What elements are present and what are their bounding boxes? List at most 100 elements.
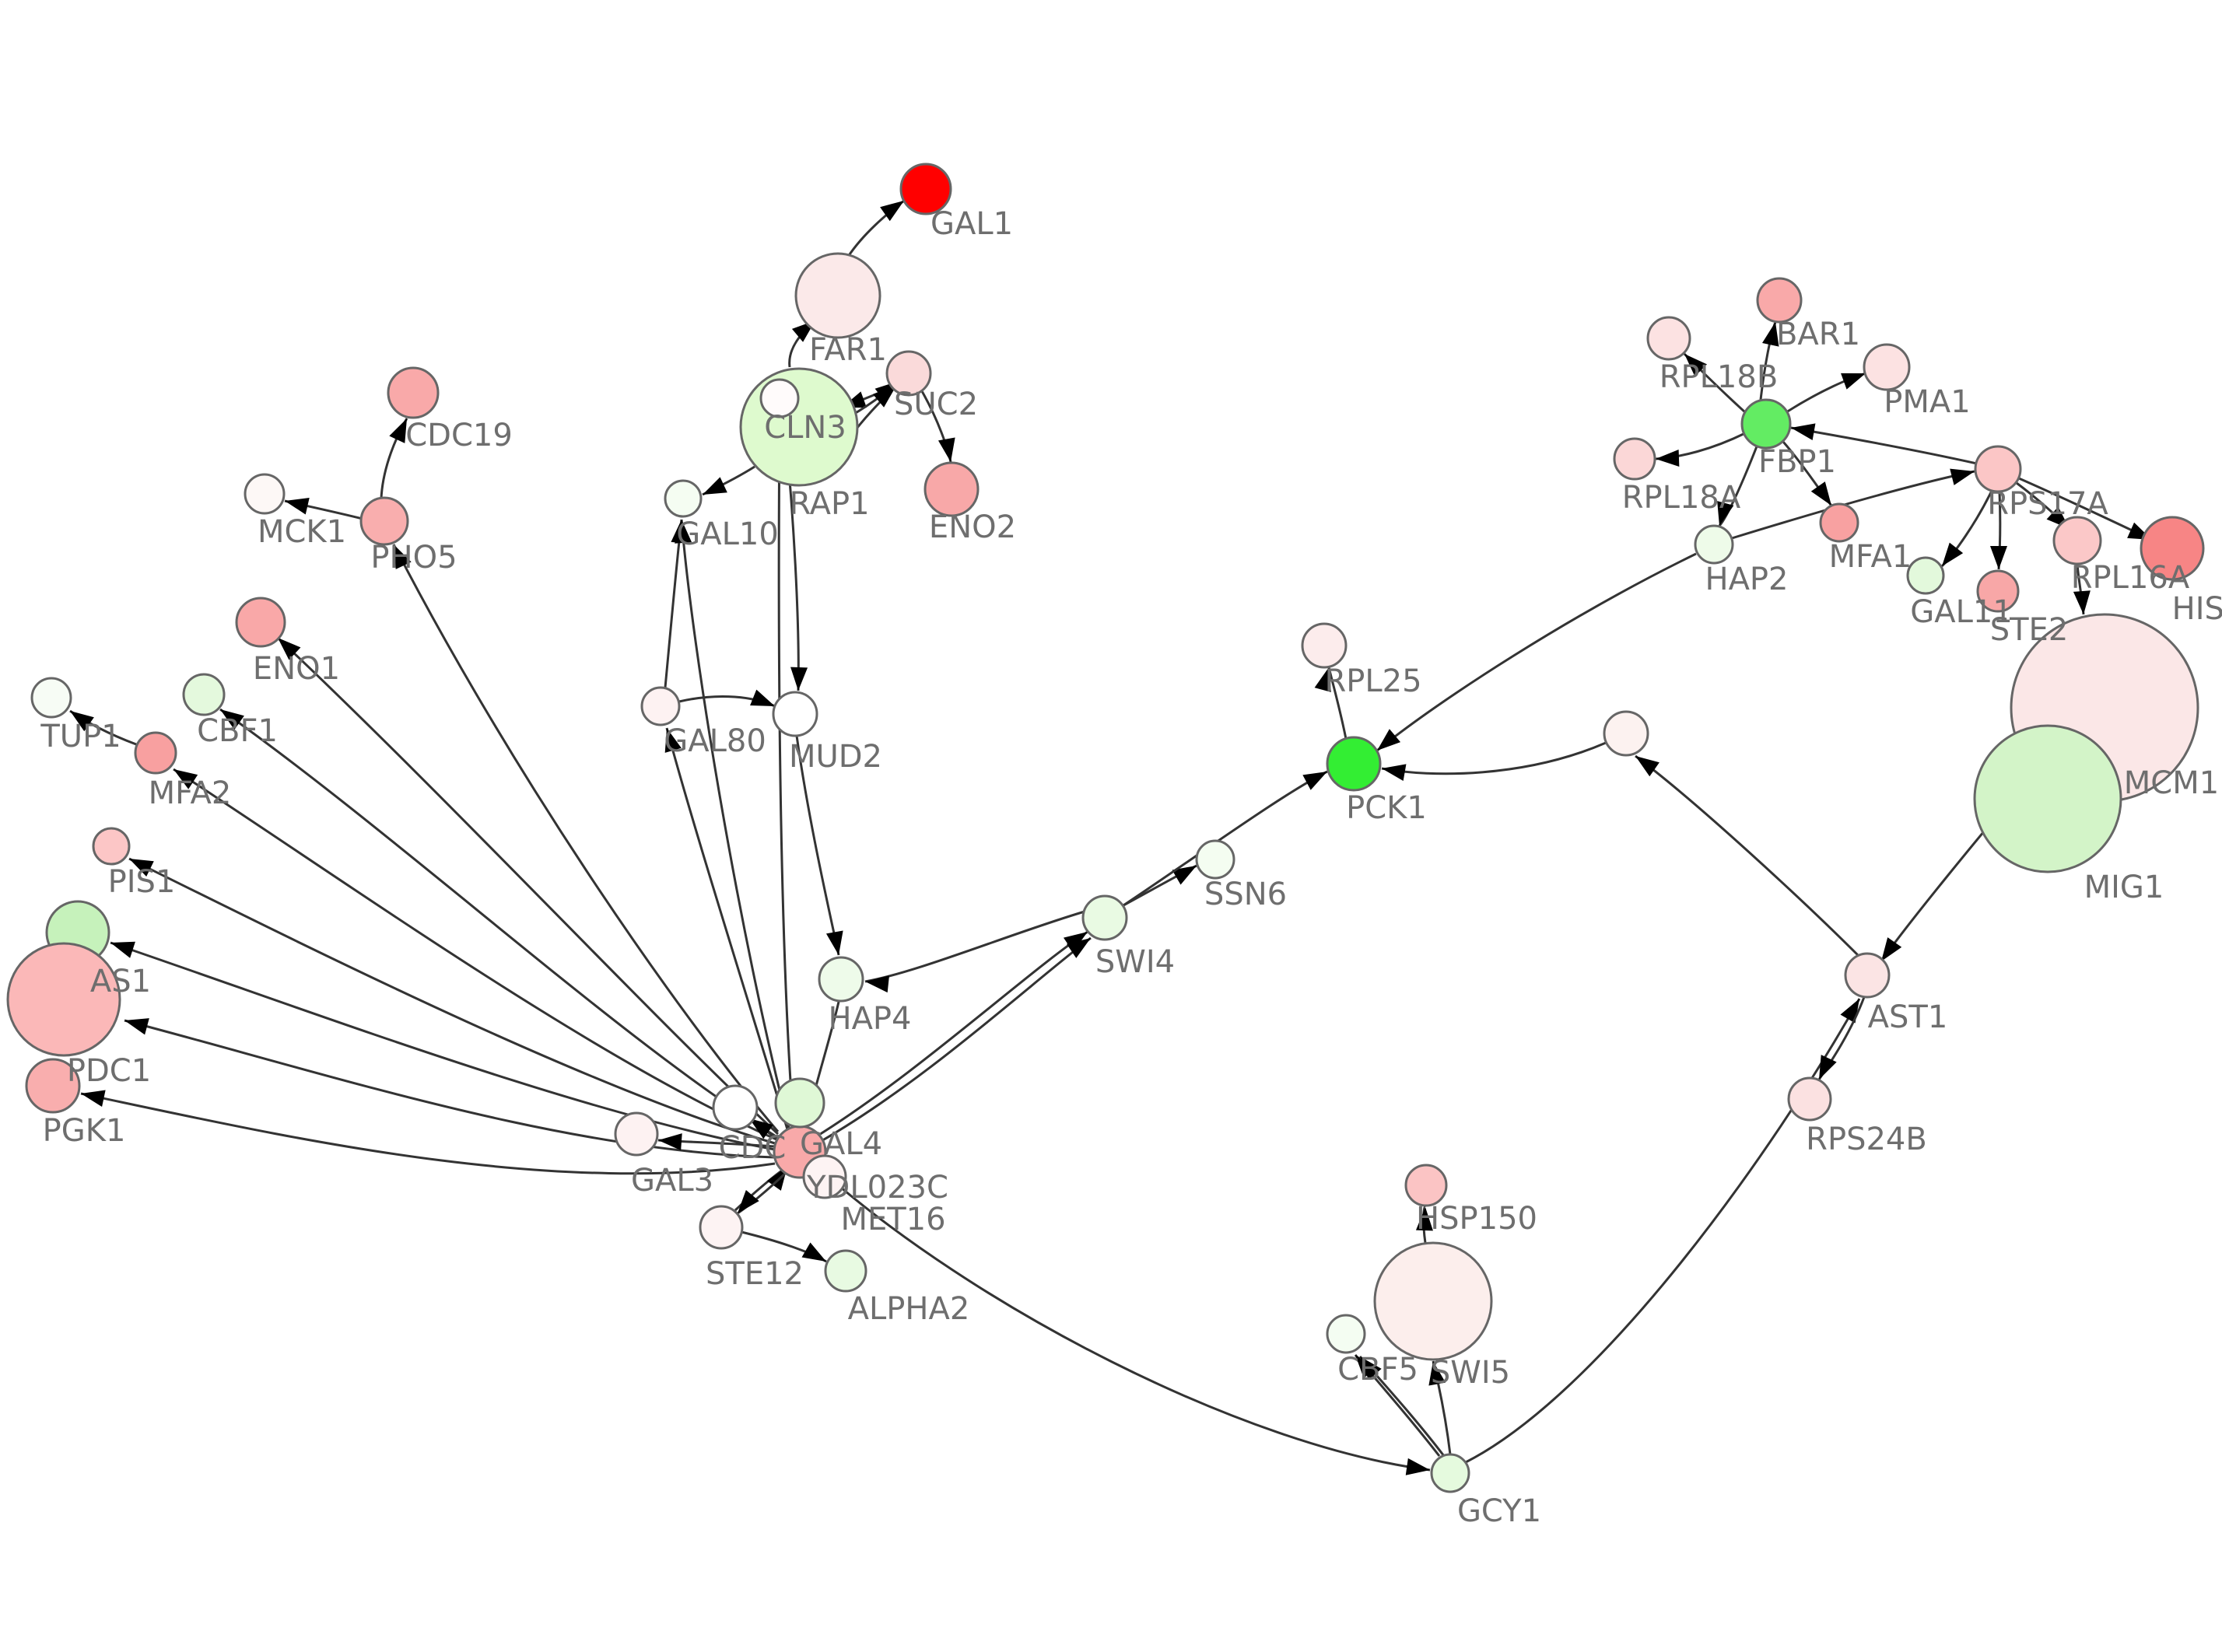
node-label-far1: FAR1 <box>809 332 887 368</box>
edge-GAL4-to-PGK1 <box>80 1092 776 1175</box>
edge-GAL4-to-PIS1 <box>128 857 776 1145</box>
node-ste2[interactable] <box>1976 569 2020 613</box>
arrowhead-RPL16A-to-MCM1 <box>2073 590 2091 614</box>
arrowhead-RPS17A-to-FBP1 <box>1791 423 1816 441</box>
edge-GAL4-to-GCY1 <box>815 1165 1431 1472</box>
node-label-gal10: GAL10 <box>676 516 779 552</box>
arrowhead-FBP1-to-RPL18A <box>1656 449 1680 467</box>
node-gal80[interactable] <box>640 686 681 726</box>
arrowhead-HAP2-to-RPS17A <box>1950 468 1975 485</box>
arrowhead-SWI4-to-SSN6 <box>1172 866 1197 885</box>
node-rpl18b[interactable] <box>1646 316 1691 361</box>
edge-GAL4-to-SWI4 <box>815 930 1088 1139</box>
node-rps24b[interactable] <box>1787 1076 1832 1122</box>
node-rap1[interactable] <box>759 378 800 418</box>
node-rps17a[interactable] <box>1974 445 2022 493</box>
arrowhead-GAL4-to-GAL10 <box>675 520 692 544</box>
edge-PCK1-to-RPL25 <box>1327 667 1348 740</box>
edge-layer <box>69 199 2153 1475</box>
node-ydl023c[interactable] <box>802 1154 847 1199</box>
node-tup1[interactable] <box>30 677 72 719</box>
node-his4[interactable] <box>2140 516 2205 581</box>
node-label-rpl25: RPL25 <box>1324 663 1421 699</box>
node-pho5[interactable] <box>359 496 409 546</box>
arrowhead-FBP1-to-RPL18B <box>1684 354 1707 376</box>
node-cdc19[interactable] <box>387 366 440 419</box>
arrowhead-GAL4-to-CDC <box>749 1118 773 1139</box>
node-rpl18a[interactable] <box>1613 437 1656 481</box>
node-label-cln3: CLN3 <box>764 410 846 446</box>
node-hap2[interactable] <box>1694 524 1734 565</box>
node-ast1[interactable] <box>1844 952 1891 999</box>
node-gal3[interactable] <box>614 1111 659 1157</box>
arrowhead-FAR1-to-GAL1 <box>880 201 904 222</box>
node-eno1[interactable] <box>235 597 286 648</box>
node-label-bar1: BAR1 <box>1776 317 1860 352</box>
node-label-rpl18b: RPL18B <box>1659 359 1779 395</box>
node-pis1[interactable] <box>92 827 131 866</box>
node-mig1[interactable] <box>1973 724 2122 873</box>
node-ste12[interactable] <box>699 1205 744 1250</box>
node-gal1[interactable] <box>899 163 952 215</box>
node-alpha2[interactable] <box>824 1249 867 1293</box>
edge-AST1-to-HUB1 <box>1635 754 1861 958</box>
node-rpl16a[interactable] <box>2052 516 2102 565</box>
edge-GAL4-to-CBF1 <box>219 708 778 1139</box>
edge-HUB1-to-PCK1 <box>1381 741 1607 775</box>
arrowhead-RPS17A-to-GAL11 <box>1942 542 1964 566</box>
node-eno2[interactable] <box>923 461 980 517</box>
node-suc2[interactable] <box>885 350 932 397</box>
node-label-gcy1: GCY1 <box>1457 1493 1541 1529</box>
node-label-pho5: PHO5 <box>370 540 457 576</box>
node-gal10[interactable] <box>664 479 703 518</box>
node-label-rpl16a: RPL16A <box>2071 560 2190 596</box>
arrowhead-FBP1-to-BAR1 <box>1762 322 1779 347</box>
node-rpl25[interactable] <box>1301 622 1348 669</box>
node-swi5[interactable] <box>1373 1241 1493 1361</box>
node-gcy1[interactable] <box>1430 1453 1470 1493</box>
node-bar1[interactable] <box>1756 277 1803 324</box>
node-hub1[interactable] <box>1603 710 1649 757</box>
arrowhead-SWI4-to-HAP4 <box>865 975 889 993</box>
node-swi4[interactable] <box>1081 894 1128 941</box>
node-pdc1[interactable] <box>6 942 121 1057</box>
node-hap4[interactable] <box>818 956 864 1003</box>
arrowhead-SUC2-to-ENO2 <box>938 437 955 462</box>
arrowhead-STE12-to-ALPHA2 <box>801 1242 826 1262</box>
node-fbp1[interactable] <box>1740 398 1792 450</box>
node-mig1x[interactable] <box>774 1077 825 1129</box>
arrowhead-GAL4-to-PDC1 <box>124 1018 149 1035</box>
node-mud2[interactable] <box>772 691 818 737</box>
node-label-suc2: SUC2 <box>894 387 978 422</box>
node-label-pgk1: PGK1 <box>43 1113 126 1149</box>
node-label-rps17a: RPS17A <box>1987 486 2108 522</box>
node-mck1[interactable] <box>244 473 286 515</box>
arrowhead-GAL4-to-GAL3 <box>658 1133 682 1151</box>
node-mfa2[interactable] <box>134 731 177 775</box>
node-pma1[interactable] <box>1863 343 1911 391</box>
node-cbf1[interactable] <box>182 673 226 716</box>
arrowhead-PCK1-to-RPL25 <box>1314 667 1331 692</box>
node-cdc[interactable] <box>712 1084 759 1131</box>
node-label-pdc1: PDC1 <box>67 1053 151 1089</box>
edge-GAL4-to-SWI4b <box>819 936 1092 1143</box>
arrowhead-AST1-to-RPS24B <box>1819 1055 1837 1080</box>
node-hsp150[interactable] <box>1404 1164 1448 1207</box>
node-label-swi4: SWI4 <box>1095 944 1175 980</box>
node-cbf5[interactable] <box>1326 1314 1366 1354</box>
node-far1[interactable] <box>794 252 881 339</box>
node-ssn6[interactable] <box>1195 839 1235 880</box>
node-label-pis1: PIS1 <box>108 864 176 900</box>
node-label-ste2: STE2 <box>1990 612 2069 648</box>
arrowhead-HAP2-to-PCK1edge <box>1377 729 1401 751</box>
node-label-mig1: MIG1 <box>2084 870 2164 905</box>
node-pgk1[interactable] <box>25 1058 81 1114</box>
node-gal11[interactable] <box>1906 556 1945 595</box>
arrowhead-MFA2-to-TUP1 <box>70 711 94 732</box>
node-mfa1[interactable] <box>1819 502 1859 543</box>
node-pck1[interactable] <box>1326 736 1382 792</box>
arrowhead-GAL80-to-MUD2 <box>750 689 775 706</box>
node-label-met16: MET16 <box>840 1202 945 1237</box>
